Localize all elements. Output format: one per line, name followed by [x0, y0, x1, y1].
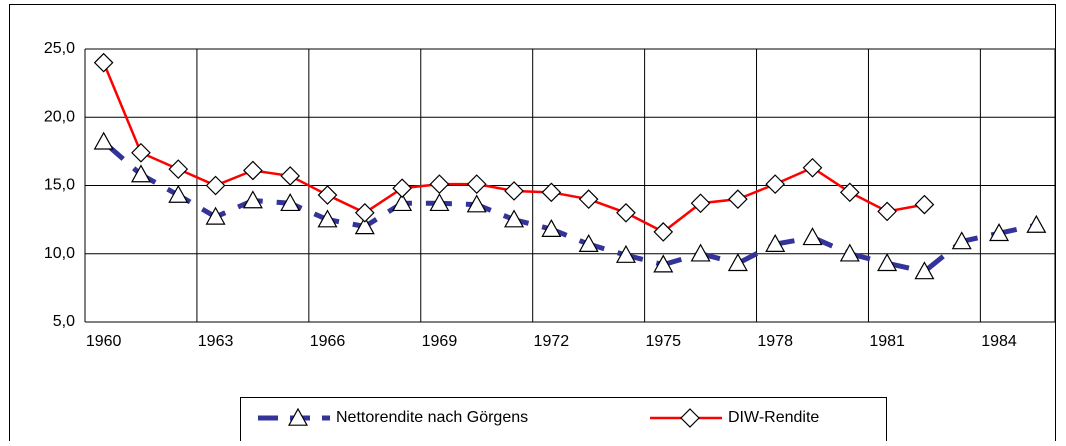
diamond-marker [205, 175, 226, 196]
legend-label: DIW-Rendite [728, 409, 819, 426]
triangle-marker [989, 223, 1010, 242]
triangle-marker [287, 407, 309, 426]
x-tick-label: 1972 [534, 333, 570, 350]
diamond-marker [466, 174, 487, 194]
triangle-marker [93, 131, 114, 150]
triangle-marker [877, 253, 898, 272]
triangle-marker [242, 190, 263, 209]
triangle-marker [802, 227, 823, 246]
diamond-marker [690, 193, 711, 214]
x-tick-label: 1975 [645, 333, 681, 350]
diamond-marker [802, 157, 823, 178]
diamond-marker [914, 194, 935, 215]
x-tick-label: 1978 [757, 333, 793, 350]
triangle-marker [951, 231, 972, 250]
triangle-marker [168, 184, 189, 203]
x-tick-label: 1969 [422, 333, 458, 350]
triangle-marker [727, 253, 748, 272]
y-tick-label: 20,0 [44, 108, 75, 125]
legend-box [240, 397, 887, 446]
diamond-marker [429, 174, 450, 194]
legend-label: Nettorendite nach Görgens [336, 409, 528, 426]
triangle-marker [205, 206, 226, 225]
diamond-marker [616, 202, 636, 223]
diamond-marker [504, 181, 524, 201]
diamond-marker [877, 201, 897, 222]
diamond-marker [765, 174, 786, 194]
diamond-marker [578, 189, 599, 209]
triangle-marker [914, 261, 935, 280]
diamond-marker [728, 189, 748, 209]
diamond-marker [243, 160, 263, 181]
diamond-marker [280, 166, 301, 186]
series-line [102, 139, 1037, 275]
x-tick-label: 1963 [198, 333, 234, 350]
triangle-marker [504, 209, 525, 228]
triangle-marker [466, 194, 487, 213]
x-tick-label: 1966 [310, 333, 346, 350]
triangle-marker [354, 216, 375, 235]
triangle-marker [690, 243, 711, 262]
y-tick-label: 5,0 [53, 313, 75, 330]
triangle-marker [1026, 214, 1047, 233]
diamond-marker [354, 202, 375, 223]
x-tick-label: 1984 [981, 333, 1017, 350]
triangle-marker [280, 193, 301, 212]
x-tick-label: 1960 [86, 333, 122, 350]
diamond-marker [541, 182, 562, 203]
diamond-marker [168, 159, 189, 179]
diamond-marker [680, 408, 700, 428]
diamond-marker [317, 185, 338, 205]
diamond-marker [839, 182, 860, 203]
diamond-marker [131, 142, 151, 163]
triangle-marker [392, 193, 413, 212]
triangle-marker [429, 193, 450, 212]
triangle-marker [839, 243, 860, 262]
triangle-marker [615, 244, 636, 263]
diamond-marker [392, 178, 412, 199]
triangle-marker [317, 209, 338, 228]
triangle-marker [541, 218, 562, 237]
diamond-marker [653, 222, 674, 242]
triangle-marker [653, 254, 674, 273]
x-tick-label: 1981 [869, 333, 905, 350]
y-tick-label: 25,0 [44, 40, 75, 57]
y-tick-label: 15,0 [44, 177, 75, 194]
triangle-marker [765, 233, 786, 252]
triangle-marker [130, 164, 151, 183]
y-tick-label: 10,0 [44, 245, 75, 262]
triangle-marker [578, 233, 599, 252]
diamond-marker [93, 52, 114, 73]
